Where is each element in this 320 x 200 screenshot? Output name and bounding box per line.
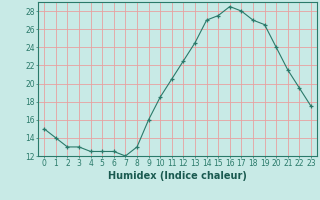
X-axis label: Humidex (Indice chaleur): Humidex (Indice chaleur) bbox=[108, 171, 247, 181]
